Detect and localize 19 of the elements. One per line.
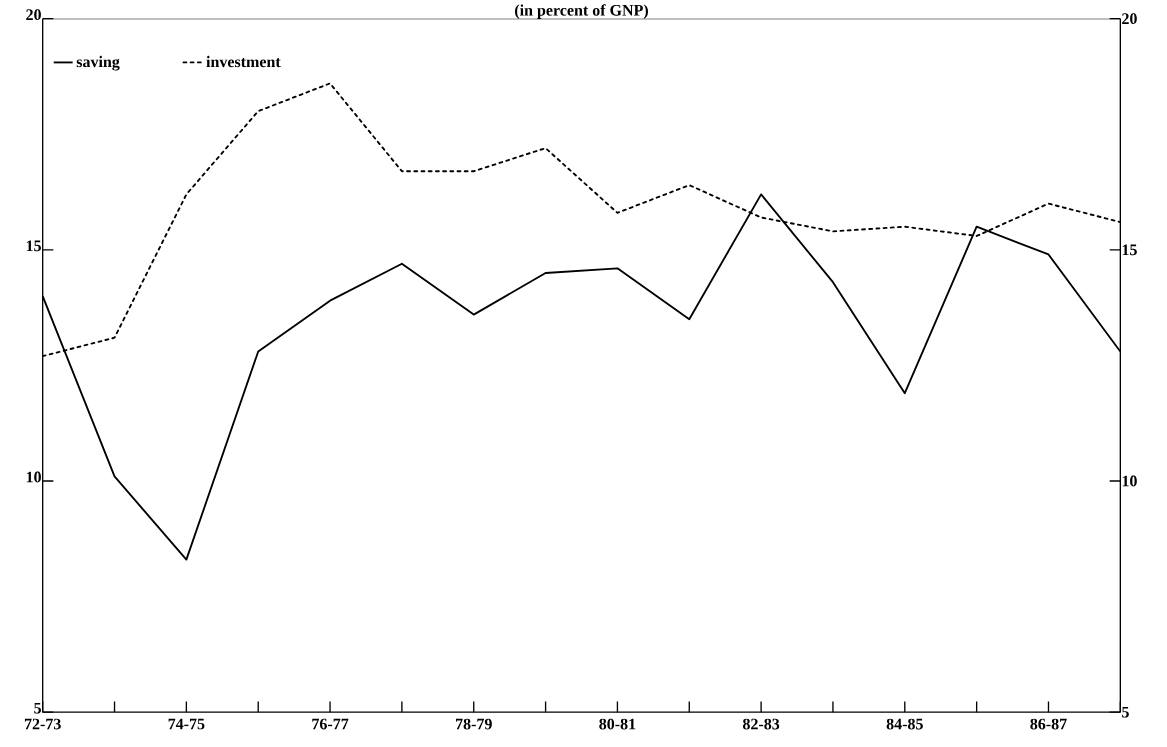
y2-tick-label: 5 [1122, 706, 1129, 718]
legend-label: saving [76, 55, 120, 71]
x-tick-label: 86-87 [1030, 718, 1067, 730]
x-tick-label: 80-81 [599, 718, 636, 730]
x-tick-label: 82-83 [742, 718, 780, 730]
y-tick-label: 15 [26, 240, 41, 252]
y2-tick-label: 20 [1122, 13, 1137, 25]
y2-tick-label: 10 [1122, 475, 1137, 487]
x-tick-label: 72-73 [24, 718, 61, 730]
y-tick-label: 20 [26, 9, 41, 21]
x-tick-label: 84-85 [886, 718, 923, 730]
x-tick-label: 78-79 [455, 718, 492, 730]
x-tick-label: 74-75 [168, 718, 205, 730]
y-tick-label: 5 [34, 702, 41, 714]
legend-label: investment [206, 55, 281, 68]
y-tick-label: 10 [26, 471, 41, 483]
chart-title: (in percent of GNP) [515, 4, 648, 19]
y2-tick-label: 15 [1122, 244, 1137, 256]
x-tick-label: 76-77 [312, 718, 349, 730]
